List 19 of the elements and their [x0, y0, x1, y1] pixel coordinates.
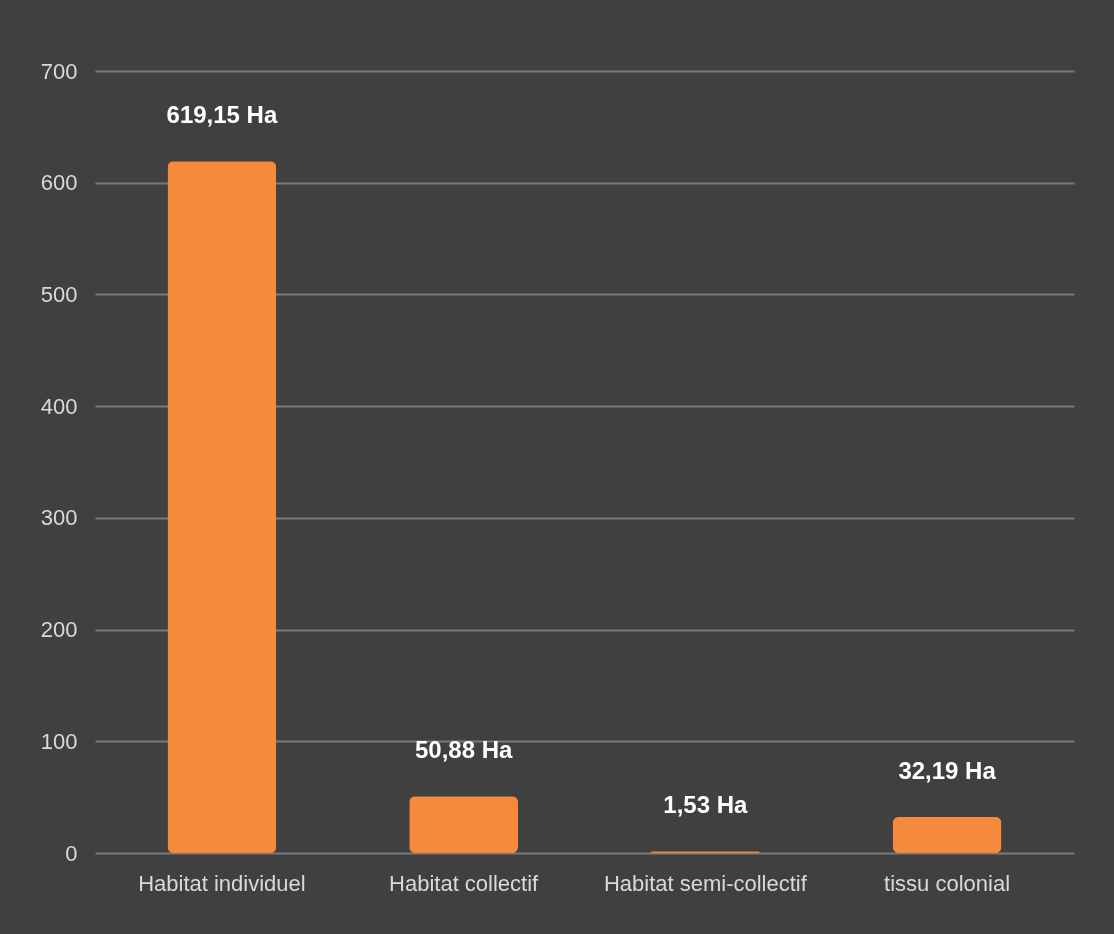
bar: [892, 817, 1002, 853]
x-tick-label: Habitat collectif: [389, 870, 540, 896]
bar: [409, 796, 519, 853]
bar: [167, 161, 277, 853]
y-tick-label: 200: [40, 617, 78, 643]
data-label: 619,15 Ha: [166, 101, 278, 129]
x-tick-label: Habitat semi-collectif: [603, 870, 808, 896]
x-tick-label: Habitat individuel: [138, 870, 306, 896]
y-tick-label: 100: [40, 728, 78, 754]
y-tick-label: 0: [65, 840, 78, 866]
data-label: 1,53 Ha: [663, 791, 749, 819]
y-tick-label: 600: [40, 170, 78, 196]
y-tick-label: 300: [40, 505, 78, 531]
y-tick-label: 400: [40, 393, 78, 419]
x-tick-label: tissu colonial: [884, 870, 1011, 896]
data-label: 50,88 Ha: [414, 736, 513, 764]
y-tick-label: 700: [40, 58, 78, 84]
data-label: 32,19 Ha: [898, 757, 997, 785]
y-tick-label: 500: [40, 281, 78, 307]
